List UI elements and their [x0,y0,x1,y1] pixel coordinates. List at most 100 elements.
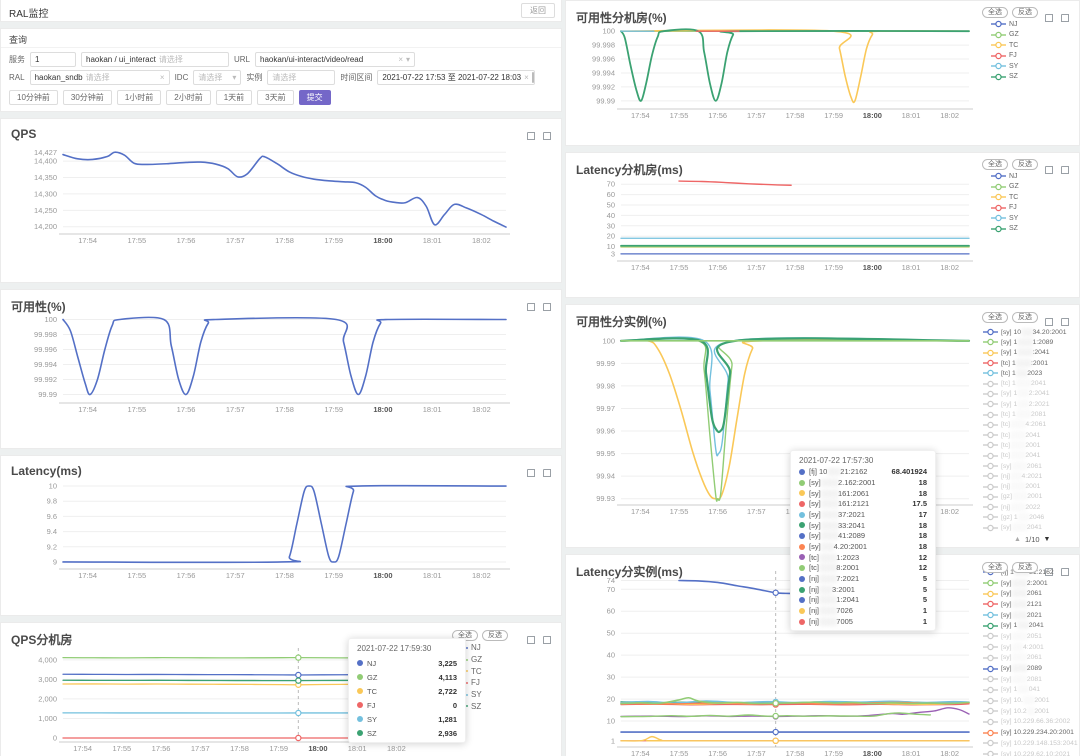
save-image-icon[interactable] [1060,10,1070,22]
module-select[interactable]: haokan / ui_interact 请选择 [81,52,229,67]
clear-icon[interactable]: × [524,72,529,82]
restore-icon[interactable] [526,299,536,311]
legend-item[interactable]: [sy]▒▒▒▒2041 [983,523,1067,533]
legend-item[interactable]: TC [991,40,1019,51]
legend-item-label: SY [1009,214,1019,222]
url-select[interactable]: haokan/ui-interact/video/read × ▾ [255,52,416,67]
invert-select-button[interactable]: 反选 [1012,159,1038,170]
legend-item[interactable]: NJ [991,171,1019,182]
select-all-button[interactable]: 全选 [982,159,1008,170]
legend-item[interactable]: [sy] 1▒▒▒▒1:2089 [983,337,1067,347]
invert-select-button[interactable]: 反选 [1012,562,1038,573]
legend-item[interactable]: [sy]▒▒▒▒2061 [983,653,1078,664]
save-image-icon[interactable] [1060,314,1070,326]
save-image-icon[interactable] [1060,564,1070,576]
invert-select-button[interactable]: 反选 [482,630,508,641]
legend-item[interactable]: SZ [991,224,1019,235]
legend-item[interactable]: [sy]▒▒▒▒2:2001 [983,578,1078,589]
restore-icon[interactable] [1044,10,1054,22]
clear-icon[interactable]: × [398,54,403,64]
submit-button[interactable]: 提交 [298,90,331,105]
legend-item[interactable]: TC [991,192,1019,203]
legend-item[interactable]: [sy] 1▒▒▒2:2021 [983,399,1067,409]
legend-item[interactable]: [tc] 1▒▒▒▒2081 [983,409,1067,419]
instance-select[interactable]: 请选择 [267,70,336,85]
legend-item[interactable]: [tc] 1▒▒▒▒:2001 [983,358,1067,368]
quick-10min-button[interactable]: 10分钟前 [9,90,58,105]
legend-item[interactable]: [sy] 1▒▒▒▒:2041 [983,348,1067,358]
legend-item[interactable]: [sy] 10.229.234.20:2001 [983,727,1078,738]
legend-item[interactable]: [tc]▒▒▒▒4:2061 [983,420,1067,430]
legend-item[interactable]: [gz] 1▒▒▒2046 [983,512,1067,522]
page-up-icon[interactable]: ▲ [1014,536,1021,543]
clear-icon[interactable]: × [159,72,165,82]
page-down-icon[interactable]: ▼ [1043,536,1051,543]
legend-item[interactable]: SY [991,213,1019,224]
legend-item[interactable]: [tc] 1▒▒▒2023 [983,368,1067,378]
save-image-icon[interactable] [542,465,552,477]
legend-item[interactable]: [sy] 10.229.66.36:2002 [983,717,1078,728]
legend-item[interactable]: [tc]▒▒▒▒2001 [983,440,1067,450]
legend-item[interactable]: [sy] 10.▒▒▒2001 [983,695,1078,706]
quick-2hour-button[interactable]: 2小时前 [166,90,211,105]
save-image-icon[interactable] [542,632,552,644]
legend-item[interactable]: [sy] 1▒▒▒2041 [983,620,1078,631]
legend-item[interactable]: NJ [991,19,1019,30]
legend-item[interactable]: [sy]▒▒▒▒2051 [983,631,1078,642]
query-row-3: 10分钟前 30分钟前 1小时前 2小时前 1天前 3天前 提交 [9,90,331,105]
service-input[interactable]: 1 [30,52,76,67]
legend-item[interactable]: GZ [991,182,1019,193]
calendar-icon[interactable] [531,72,534,83]
back-button[interactable]: 返回 [521,3,555,18]
time-range-input[interactable]: 2021-07-22 17:53 至 2021-07-22 18:03 × [377,70,536,85]
legend-item[interactable]: [sy]▒▒▒▒2061 [983,588,1078,599]
legend-item[interactable]: [sy] 10▒▒▒34.20:2001 [983,327,1067,337]
legend-item[interactable]: [sy] 10.229.62.10:2021 [983,749,1078,756]
legend-item[interactable]: SZ [991,72,1019,83]
legend-item[interactable]: [sy]▒▒▒▒2081 [983,674,1078,685]
x-tick-label: 17:58 [786,111,805,120]
restore-icon[interactable] [1044,564,1054,576]
legend-item[interactable]: FJ [991,203,1019,214]
legend-item[interactable]: [nj]▒▒▒▒2001 [983,481,1067,491]
ral-select[interactable]: haokan_sndb 请选择 × [29,70,170,85]
legend-item[interactable]: [nj]▒▒▒4:2021 [983,471,1067,481]
save-image-icon[interactable] [542,128,552,140]
legend-item[interactable]: [sy]▒▒▒▒2061 [983,461,1067,471]
legend-item[interactable]: [tc] 1▒▒▒▒2041 [983,378,1067,388]
chevron-down-icon[interactable]: ▾ [232,72,237,82]
quick-3day-button[interactable]: 3天前 [257,90,294,105]
select-all-button[interactable]: 全选 [982,312,1008,323]
select-all-button[interactable]: 全选 [982,7,1008,18]
legend-item[interactable]: [sy] 1▒▒▒2:2041 [983,389,1067,399]
save-image-icon[interactable] [1060,162,1070,174]
legend-item[interactable]: [sy] 10.229.148.153:2041 [983,738,1078,749]
legend-item[interactable]: [tc]▒▒▒▒2041 [983,451,1067,461]
legend-item[interactable]: [gz]▒▒▒▒2001 [983,492,1067,502]
save-image-icon[interactable] [542,299,552,311]
restore-icon[interactable] [526,465,536,477]
legend-item[interactable]: [sy]▒▒▒▒2021 [983,610,1078,621]
quick-1hour-button[interactable]: 1小时前 [116,90,162,105]
invert-select-button[interactable]: 反选 [1012,7,1038,18]
restore-icon[interactable] [1044,162,1054,174]
select-all-button[interactable]: 全选 [982,562,1008,573]
quick-30min-button[interactable]: 30分钟前 [62,90,112,105]
invert-select-button[interactable]: 反选 [1012,312,1038,323]
legend-item[interactable]: [tc]▒▒▒▒2041 [983,430,1067,440]
chevron-down-icon[interactable]: ▾ [406,54,411,64]
legend-item[interactable]: [sy]▒▒▒4:2001 [983,642,1078,653]
idc-select[interactable]: 请选择 ▾ [193,70,242,85]
legend-item[interactable]: [sy]▒▒▒▒2121 [983,599,1078,610]
restore-icon[interactable] [526,128,536,140]
legend-item[interactable]: [sy] 1▒▒▒041 [983,685,1078,696]
legend-item[interactable]: [sy] 10.2▒▒2001 [983,706,1078,717]
quick-1day-button[interactable]: 1天前 [215,90,253,105]
legend-item[interactable]: [nj]▒▒▒▒2022 [983,502,1067,512]
legend-item[interactable]: [sy]▒▒▒▒2089 [983,663,1078,674]
restore-icon[interactable] [526,632,536,644]
legend-item[interactable]: SY [991,61,1019,72]
legend-item[interactable]: FJ [991,51,1019,62]
legend-item[interactable]: GZ [991,30,1019,41]
restore-icon[interactable] [1044,314,1054,326]
